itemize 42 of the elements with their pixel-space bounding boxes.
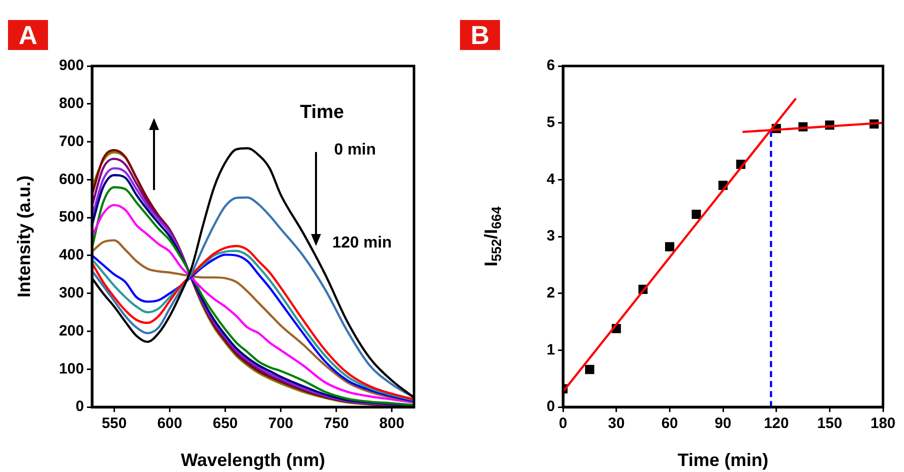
x-tick-label: 30 bbox=[608, 415, 625, 432]
y-tick-label: 4 bbox=[546, 170, 556, 188]
y-axis-title: I552/I664 bbox=[480, 206, 504, 267]
x-tick-label: 750 bbox=[324, 415, 349, 432]
y-tick-label: 600 bbox=[58, 170, 84, 188]
y-tick-label: 0 bbox=[76, 398, 84, 416]
y-tick-label: 200 bbox=[58, 322, 84, 340]
annotation: Time bbox=[300, 102, 344, 124]
x-tick-label: 800 bbox=[379, 415, 404, 432]
y-tick-label: 300 bbox=[58, 284, 84, 302]
y-tick-label: 5 bbox=[546, 114, 555, 131]
y-tick-label: 700 bbox=[58, 132, 84, 150]
y-tick-label: 100 bbox=[58, 360, 84, 378]
y-tick-label: 6 bbox=[546, 57, 555, 74]
x-tick-label: 60 bbox=[661, 415, 678, 432]
x-axis-title: Time (min) bbox=[678, 450, 768, 470]
x-tick-label: 600 bbox=[157, 415, 182, 432]
x-tick-label: 700 bbox=[268, 415, 294, 432]
chart-title: B bbox=[460, 20, 500, 50]
annotation: 120 min bbox=[332, 234, 392, 252]
y-tick-label: 400 bbox=[58, 246, 84, 264]
x-tick-label: 90 bbox=[714, 415, 732, 432]
x-tick-label: 180 bbox=[870, 415, 896, 432]
point bbox=[585, 364, 594, 374]
y-tick-label: 900 bbox=[58, 57, 84, 74]
y-axis-title: Intensity (a.u.) bbox=[14, 175, 34, 298]
x-tick-label: 0 bbox=[558, 415, 568, 432]
y-tick-label: 3 bbox=[546, 228, 555, 245]
point bbox=[692, 210, 701, 219]
x-tick-label: 550 bbox=[102, 415, 127, 432]
chart-title: A bbox=[8, 20, 48, 50]
x-axis-title: Wavelength (nm) bbox=[180, 450, 326, 470]
y-tick-label: 500 bbox=[58, 208, 84, 226]
x-tick-label: 120 bbox=[764, 415, 789, 432]
x-tick-label: 650 bbox=[212, 415, 238, 432]
point bbox=[665, 242, 674, 252]
y-tick-label: 1 bbox=[546, 341, 555, 358]
x-tick-label: 150 bbox=[817, 415, 842, 432]
y-tick-label: 0 bbox=[546, 398, 555, 416]
y-tick-label: 800 bbox=[58, 95, 84, 112]
y-tick-label: 2 bbox=[546, 284, 555, 302]
annotation: 0 min bbox=[334, 141, 376, 158]
